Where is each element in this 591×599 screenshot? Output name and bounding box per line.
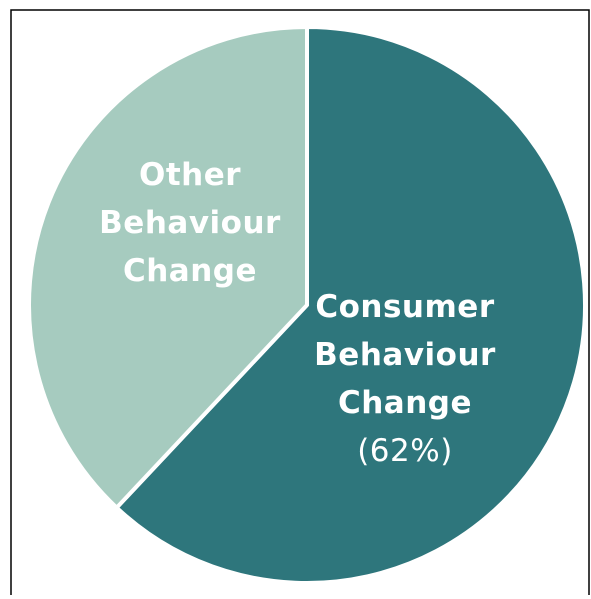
value-label: (62%) [357,433,453,469]
slice-label: Consumer Behaviour Change (62%) [295,283,515,475]
category-label: Consumer Behaviour Change [314,289,496,421]
frame-border [10,9,590,595]
pie-slice [114,25,587,585]
category-label: Other Behaviour Change [99,157,281,289]
pie-slice [27,25,309,510]
slice-label: Other Behaviour Change [90,151,290,295]
